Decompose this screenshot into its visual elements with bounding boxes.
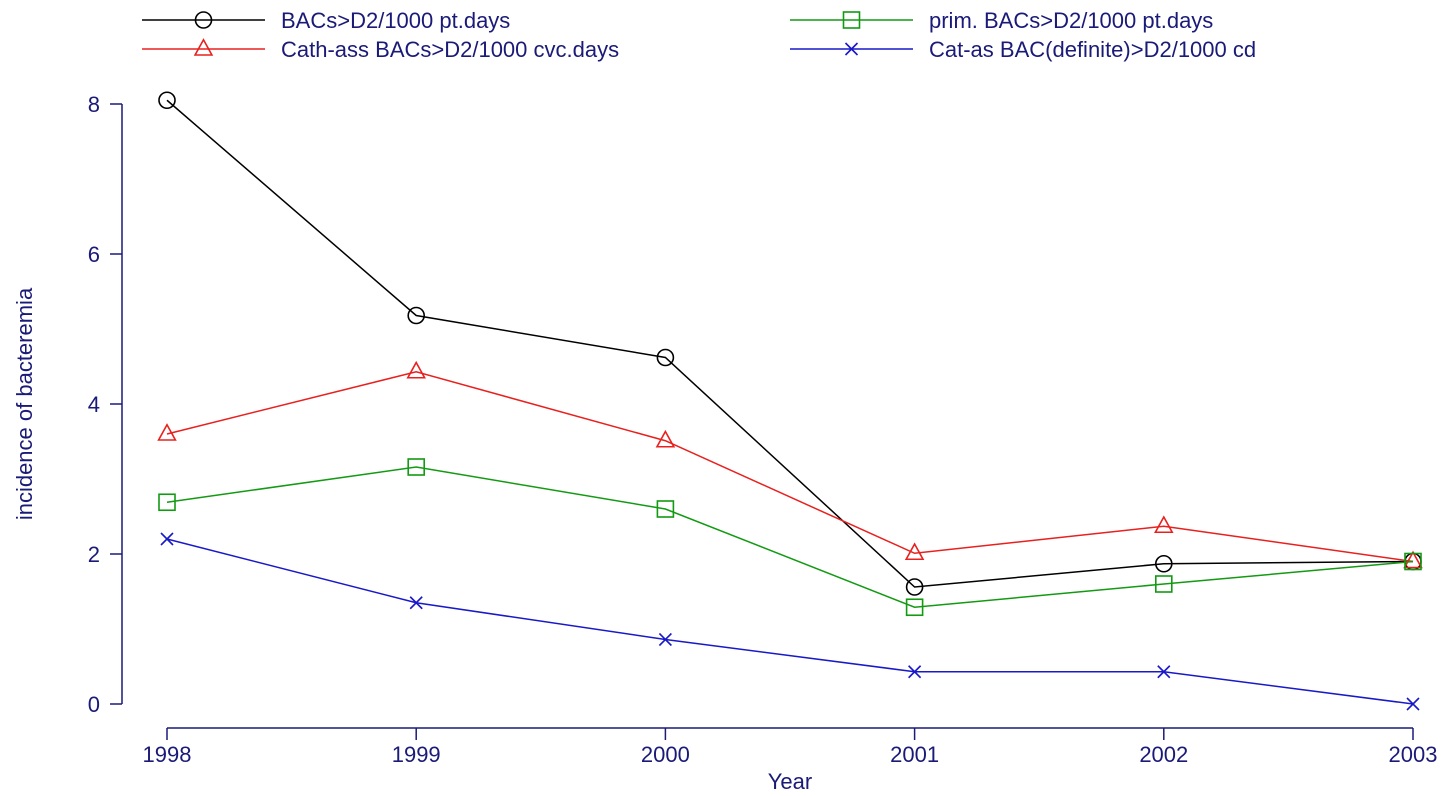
data-point	[905, 578, 924, 596]
data-point	[1155, 554, 1173, 573]
data-point	[656, 500, 675, 518]
y-tick-label: 8	[88, 92, 100, 117]
legend-item: BACs>D2/1000 pt.days	[142, 8, 510, 33]
data-point	[158, 91, 176, 110]
data-point	[656, 348, 675, 367]
x-axis-title: Year	[768, 769, 812, 794]
y-axis-ticks: 0 2 4 6 8	[88, 92, 122, 717]
x-tick-label: 1999	[392, 742, 441, 767]
legend-label: BACs>D2/1000 pt.days	[281, 8, 510, 33]
y-tick-label: 4	[88, 392, 100, 417]
y-tick-label: 6	[88, 242, 100, 267]
data-point	[1155, 575, 1173, 593]
legend-marker	[194, 11, 213, 29]
series-line	[166, 538, 1414, 705]
x-tick-label: 2003	[1389, 742, 1438, 767]
legend-label: Cat-as BAC(definite)>D2/1000 cd	[929, 37, 1256, 62]
data-point	[160, 532, 174, 546]
legend-marker	[193, 38, 214, 56]
x-tick-label: 2002	[1139, 742, 1188, 767]
series-triangle	[157, 360, 1423, 569]
data-point	[1154, 515, 1174, 534]
plot-area	[157, 91, 1423, 711]
legend-marker	[842, 11, 861, 29]
data-point	[905, 598, 924, 617]
series-square	[158, 458, 1422, 617]
data-point	[406, 360, 426, 379]
data-point	[407, 306, 426, 325]
x-tick-label: 2001	[890, 742, 939, 767]
data-point	[157, 423, 177, 441]
x-tick-label: 1998	[143, 742, 192, 767]
data-point	[1406, 697, 1420, 711]
data-point	[908, 665, 922, 679]
data-point	[407, 458, 426, 476]
data-point	[158, 493, 176, 512]
series-line	[166, 99, 1414, 588]
data-point	[1403, 550, 1423, 569]
y-tick-label: 2	[88, 542, 100, 567]
data-point	[409, 596, 423, 610]
legend-item: prim. BACs>D2/1000 pt.days	[790, 8, 1213, 33]
series-line	[166, 466, 1414, 609]
legend-label: Cath-ass BACs>D2/1000 cvc.days	[281, 37, 619, 62]
data-point	[1404, 552, 1422, 571]
series-line	[166, 370, 1414, 563]
y-axis-title: incidence of bacteremia	[12, 287, 37, 520]
x-axis-ticks: 1998 1999 2000 2001 2002 2003	[143, 728, 1438, 767]
legend-item: Cath-ass BACs>D2/1000 cvc.days	[142, 37, 619, 62]
data-point	[658, 632, 672, 647]
data-point	[1157, 665, 1171, 679]
legend-item: Cat-as BAC(definite)>D2/1000 cd	[790, 37, 1256, 62]
y-tick-label: 0	[88, 692, 100, 717]
series-circle	[158, 91, 1422, 596]
data-point	[655, 429, 676, 448]
data-point	[904, 542, 925, 561]
legend: BACs>D2/1000 pt.days Cath-ass BACs>D2/100…	[142, 8, 1256, 62]
series-x	[160, 532, 1420, 711]
x-tick-label: 2000	[641, 742, 690, 767]
legend-marker	[844, 42, 859, 56]
legend-label: prim. BACs>D2/1000 pt.days	[929, 8, 1213, 33]
axes: 1998 1999 2000 2001 2002 2003 0 2 4 6 8 Year inci…	[12, 92, 1437, 794]
